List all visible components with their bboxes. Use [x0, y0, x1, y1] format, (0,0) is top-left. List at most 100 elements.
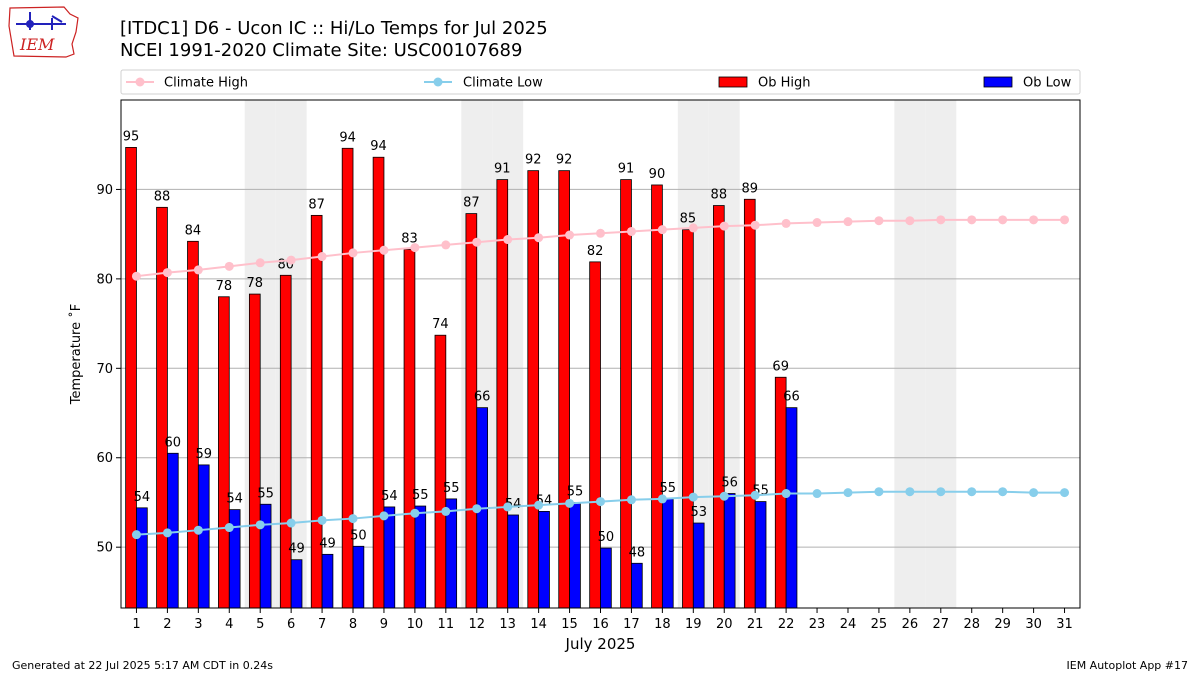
weekend-shade-day-26	[894, 100, 926, 608]
x-tick-label: 26	[902, 617, 919, 632]
x-tick-label: 5	[256, 617, 264, 632]
ob-high-label: 94	[370, 139, 387, 154]
x-tick-label: 14	[530, 617, 547, 632]
x-tick-label: 23	[809, 617, 826, 632]
x-axis-label: July 2025	[565, 635, 636, 653]
ob-high-label: 69	[772, 359, 789, 374]
ob-low-label: 60	[165, 435, 182, 450]
ob-low-label: 55	[443, 481, 460, 496]
ob-high-bar	[125, 147, 137, 609]
ob-high-bar	[403, 248, 416, 609]
x-tick-label: 10	[407, 617, 424, 632]
ob-high-label: 85	[680, 212, 697, 227]
ob-low-label: 54	[381, 489, 398, 504]
climate-high-point	[255, 258, 265, 268]
app-credit: IEM Autoplot App #17	[1066, 659, 1189, 672]
legend-ob-high-label: Ob High	[758, 76, 811, 91]
ob-high-label: 94	[339, 130, 356, 145]
climate-high-point	[998, 215, 1008, 225]
climate-low-point	[688, 492, 698, 502]
ob-high-label: 88	[711, 188, 728, 203]
y-tick-label: 80	[96, 272, 113, 287]
ob-low-bar	[754, 501, 767, 609]
ob-high-label: 87	[463, 196, 480, 211]
bars: 9554886084597854785580498749945094548355…	[123, 129, 800, 609]
climate-high-series	[131, 215, 1070, 281]
ob-low-label: 66	[474, 390, 491, 405]
ob-high-label: 91	[494, 162, 511, 177]
ob-high-label: 89	[741, 181, 758, 196]
climate-low-point	[534, 500, 544, 510]
x-tick-label: 13	[499, 617, 516, 632]
ob-high-label: 84	[185, 223, 202, 238]
ob-low-label: 56	[721, 476, 738, 491]
x-tick-label: 30	[1025, 617, 1042, 632]
climate-low-point	[626, 495, 636, 505]
x-tick-label: 8	[349, 617, 357, 632]
ob-low-label: 50	[350, 528, 367, 543]
climate-low-series	[131, 487, 1070, 540]
ob-high-bar	[620, 179, 632, 609]
climate-high-point	[224, 261, 234, 271]
ob-low-bar	[538, 511, 550, 609]
ob-low-label: 53	[690, 505, 707, 520]
climate-low-point	[565, 498, 575, 508]
climate-high-point	[657, 225, 667, 235]
ob-high-label: 90	[649, 167, 666, 182]
x-tick-label: 22	[778, 617, 795, 632]
x-tick-label: 7	[318, 617, 326, 632]
ob-low-bar	[600, 547, 612, 609]
climate-low-point	[781, 489, 791, 499]
ob-low-bar	[136, 507, 148, 609]
climate-low-point	[596, 497, 605, 507]
climate-low-point	[224, 523, 234, 533]
climate-high-point	[410, 243, 420, 253]
climate-low-point	[410, 508, 420, 518]
x-tick-label: 2	[163, 617, 171, 632]
x-tick-label: 9	[380, 617, 388, 632]
ob-low-bar	[507, 514, 519, 609]
climate-high-point	[874, 216, 884, 226]
climate-low-point	[379, 511, 389, 521]
climate-high-point	[1060, 215, 1070, 225]
ob-low-bar	[414, 505, 427, 609]
climate-high-point	[503, 235, 513, 245]
ob-high-label: 83	[401, 231, 418, 246]
ob-low-label: 54	[134, 490, 151, 505]
x-tick-label: 28	[963, 617, 980, 632]
ob-low-label: 66	[783, 390, 800, 405]
x-tick-label: 11	[438, 617, 455, 632]
ob-high-bar	[218, 296, 230, 609]
climate-high-point	[534, 233, 544, 243]
ob-low-bar	[290, 559, 303, 609]
climate-low-point	[1029, 488, 1039, 498]
x-tick-label: 27	[933, 617, 950, 632]
ob-low-bar	[197, 464, 210, 609]
y-axis-label: Temperature ˚F	[68, 304, 84, 405]
ob-high-bar	[434, 334, 447, 609]
x-tick-label: 24	[840, 617, 857, 632]
x-tick-label: 6	[287, 617, 295, 632]
climate-high-point	[843, 217, 853, 227]
climate-low-point	[967, 487, 977, 497]
ob-high-label: 78	[216, 279, 233, 294]
climate-low-point	[750, 490, 760, 500]
ob-low-label: 50	[598, 530, 615, 545]
climate-low-point	[317, 515, 327, 525]
ob-high-label: 95	[123, 129, 140, 144]
ob-low-bar	[383, 506, 396, 609]
climate-low-point	[843, 488, 853, 498]
y-tick-label: 60	[96, 451, 113, 466]
ob-high-bar	[496, 179, 509, 609]
legend-climate-high-label: Climate High	[164, 76, 248, 91]
climate-high-point	[750, 220, 760, 230]
ob-low-bar	[631, 562, 643, 609]
ob-low-bar	[692, 522, 705, 609]
ob-high-label: 87	[308, 197, 325, 212]
ob-low-bar	[785, 407, 798, 609]
ob-low-label: 49	[319, 536, 336, 551]
ob-high-bar	[156, 206, 168, 609]
climate-high-point	[131, 271, 141, 281]
ob-low-bar	[321, 553, 334, 609]
